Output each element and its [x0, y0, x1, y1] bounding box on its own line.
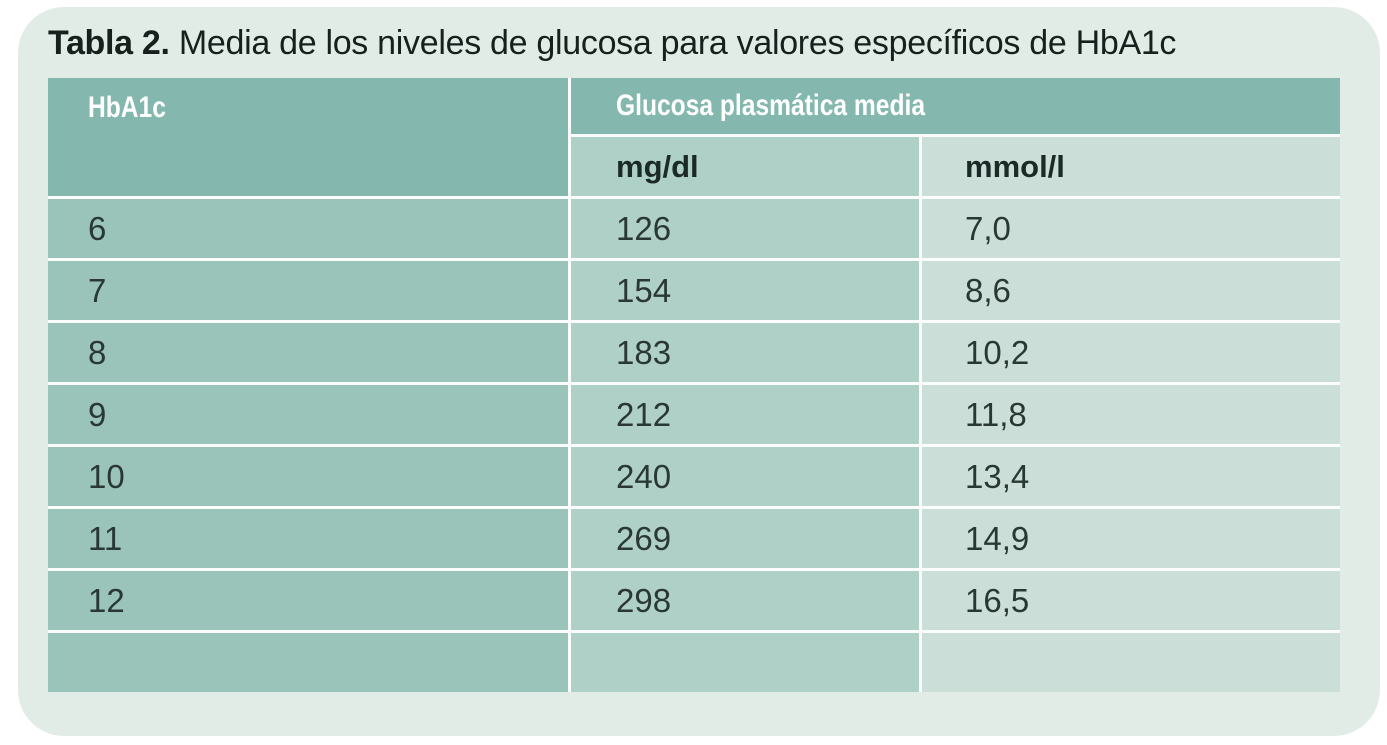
table-title-text: Media de los niveles de glucosa para val…: [169, 24, 1177, 62]
table-title-prefix: Tabla 2.: [48, 24, 170, 62]
hba1c-value-cell: 10: [48, 447, 568, 506]
mmol-value-cell: 14,9: [922, 509, 1340, 568]
page-background: Tabla 2. Media de los niveles de glucosa…: [18, 7, 1380, 736]
hba1c-header-cell: HbA1c: [48, 78, 568, 196]
mgdl-value-cell: 269: [571, 509, 919, 568]
mgdl-value-cell: 212: [571, 385, 919, 444]
mmol-subheader-cell: mmol/l: [922, 137, 1340, 196]
mgdl-value-cell: 183: [571, 323, 919, 382]
mgdl-value-cell: [571, 633, 919, 692]
hba1c-value-cell: 6: [48, 199, 568, 258]
group-header-label: Glucosa plasmática media: [616, 89, 926, 122]
mgdl-value-cell: 154: [571, 261, 919, 320]
hba1c-value-cell: 11: [48, 509, 568, 568]
mmol-value-cell: 10,2: [922, 323, 1340, 382]
mgdl-value-cell: 126: [571, 199, 919, 258]
mgdl-value-cell: 298: [571, 571, 919, 630]
mmol-value-cell: 8,6: [922, 261, 1340, 320]
mmol-value-cell: 13,4: [922, 447, 1340, 506]
mmol-value-cell: 11,8: [922, 385, 1340, 444]
hba1c-header-label: HbA1c: [88, 91, 166, 124]
mmol-value-cell: 7,0: [922, 199, 1340, 258]
glucose-table: HbA1c Glucosa plasmática media mg/dl mmo…: [48, 78, 1340, 692]
mgdl-value-cell: 240: [571, 447, 919, 506]
group-header-cell: Glucosa plasmática media: [571, 78, 1340, 134]
mmol-value-cell: 16,5: [922, 571, 1340, 630]
table-title: Tabla 2. Media de los niveles de glucosa…: [48, 23, 1348, 63]
hba1c-value-cell: 7: [48, 261, 568, 320]
mgdl-subheader-cell: mg/dl: [571, 137, 919, 196]
hba1c-value-cell: 9: [48, 385, 568, 444]
mmol-value-cell: [922, 633, 1340, 692]
hba1c-value-cell: [48, 633, 568, 692]
hba1c-value-cell: 8: [48, 323, 568, 382]
hba1c-value-cell: 12: [48, 571, 568, 630]
